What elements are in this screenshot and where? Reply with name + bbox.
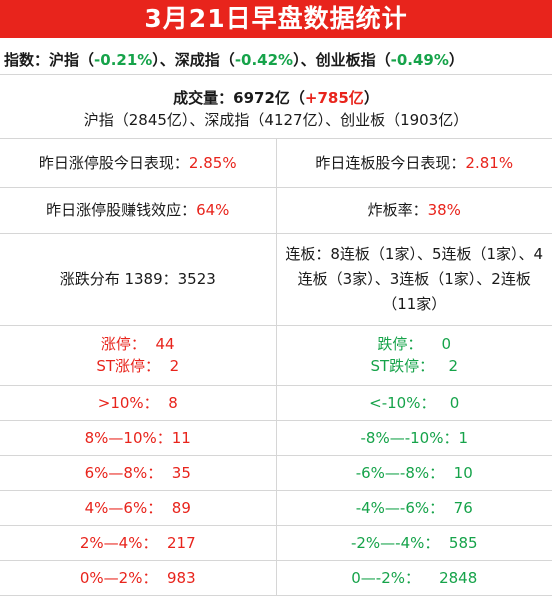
streak-performance: 昨日连板股今日表现：2.81% <box>276 139 552 187</box>
table-row: 昨日涨停股今日表现：2.85% 昨日连板股今日表现：2.81% <box>0 139 552 187</box>
table-row: 6%—8%： 35 -6%—-8%： 10 <box>0 455 552 490</box>
st-limit-down-value: 2 <box>448 357 458 375</box>
sz-index-change: -0.42% <box>235 51 293 69</box>
st-limit-down-label: ST跌停： <box>370 357 434 375</box>
table-row: 4%—6%： 89 -4%—-6%： 76 <box>0 490 552 525</box>
range-down-cell: <-10%： 0 <box>276 385 552 420</box>
table-row: 0%—2%： 983 0—-2%： 2848 <box>0 560 552 595</box>
break-rate-label: 炸板率： <box>368 201 428 219</box>
range-up-cell: 4%—6%： 89 <box>0 490 276 525</box>
index-label: 指数： <box>4 51 49 69</box>
volume-total: 成交量：6972亿（+785亿） <box>0 87 552 109</box>
streak-distribution: 连板：8连板（1家）、5连板（1家）、4连板（3家）、3连板（1家）、2连板（1… <box>276 233 552 325</box>
stats-table: 昨日涨停股今日表现：2.85% 昨日连板股今日表现：2.81% 昨日涨停股赚钱效… <box>0 139 552 596</box>
streak-performance-value: 2.81% <box>465 154 513 172</box>
volume-delta: +785亿 <box>305 89 364 107</box>
range-up-cell: 6%—8%： 35 <box>0 455 276 490</box>
range-down-cell: -2%—-4%： 585 <box>276 525 552 560</box>
table-row: 涨停： 44 ST涨停： 2 跌停： 0 ST跌停： 2 <box>0 325 552 385</box>
money-effect-value: 64% <box>196 201 229 219</box>
cy-index-name: ）、创业板指（ <box>293 51 391 69</box>
sz-index-name: ）、深成指（ <box>152 51 235 69</box>
st-limit-up-value: 2 <box>170 357 180 375</box>
table-row: 昨日涨停股赚钱效应：64% 炸板率：38% <box>0 187 552 233</box>
range-down-cell: -4%—-6%： 76 <box>276 490 552 525</box>
limit-up-performance-label: 昨日涨停股今日表现： <box>39 154 189 172</box>
range-up-cell: 8%—10%：11 <box>0 420 276 455</box>
limit-down-line: 跌停： 0 <box>277 333 552 355</box>
limit-up-performance: 昨日涨停股今日表现：2.85% <box>0 139 276 187</box>
table-row: 涨跌分布 1389：3523 连板：8连板（1家）、5连板（1家）、4连板（3家… <box>0 233 552 325</box>
up-down-ratio: 涨跌分布 1389：3523 <box>0 233 276 325</box>
limit-down-counts: 跌停： 0 ST跌停： 2 <box>276 325 552 385</box>
break-rate: 炸板率：38% <box>276 187 552 233</box>
limit-up-label: 涨停： <box>101 335 146 353</box>
index-end: ） <box>449 51 464 69</box>
range-up-cell: 0%—2%： 983 <box>0 560 276 595</box>
range-up-cell: >10%： 8 <box>0 385 276 420</box>
limit-down-value: 0 <box>442 335 452 353</box>
table-row: >10%： 8 <-10%： 0 <box>0 385 552 420</box>
range-down-cell: -6%—-8%： 10 <box>276 455 552 490</box>
page-title: 3月21日早盘数据统计 <box>0 0 552 38</box>
limit-up-performance-value: 2.85% <box>189 154 237 172</box>
range-up-cell: 2%—4%： 217 <box>0 525 276 560</box>
limit-up-line: 涨停： 44 <box>0 333 276 355</box>
volume-section: 成交量：6972亿（+785亿） 沪指（2845亿）、深成指（4127亿）、创业… <box>0 75 552 139</box>
table-row: 2%—4%： 217 -2%—-4%： 585 <box>0 525 552 560</box>
limit-up-value: 44 <box>155 335 174 353</box>
money-effect: 昨日涨停股赚钱效应：64% <box>0 187 276 233</box>
money-effect-label: 昨日涨停股赚钱效应： <box>46 201 196 219</box>
break-rate-value: 38% <box>428 201 461 219</box>
st-limit-down-line: ST跌停： 2 <box>277 355 552 377</box>
sh-index-name: 沪指（ <box>49 51 94 69</box>
st-limit-up-line: ST涨停： 2 <box>0 355 276 377</box>
sh-index-change: -0.21% <box>94 51 152 69</box>
cy-index-change: -0.49% <box>391 51 449 69</box>
limit-up-counts: 涨停： 44 ST涨停： 2 <box>0 325 276 385</box>
st-limit-up-label: ST涨停： <box>96 357 160 375</box>
range-down-cell: 0—-2%： 2848 <box>276 560 552 595</box>
limit-down-label: 跌停： <box>377 335 422 353</box>
index-changes: 指数：沪指（-0.21%）、深成指（-0.42%）、创业板指（-0.49%） <box>0 38 552 75</box>
table-row: 8%—10%：11 -8%—-10%：1 <box>0 420 552 455</box>
streak-performance-label: 昨日连板股今日表现： <box>315 154 465 172</box>
volume-breakdown: 沪指（2845亿）、深成指（4127亿）、创业板（1903亿） <box>0 109 552 131</box>
volume-label: 成交量：6972亿（ <box>173 89 305 107</box>
range-down-cell: -8%—-10%：1 <box>276 420 552 455</box>
volume-end: ） <box>364 89 379 107</box>
